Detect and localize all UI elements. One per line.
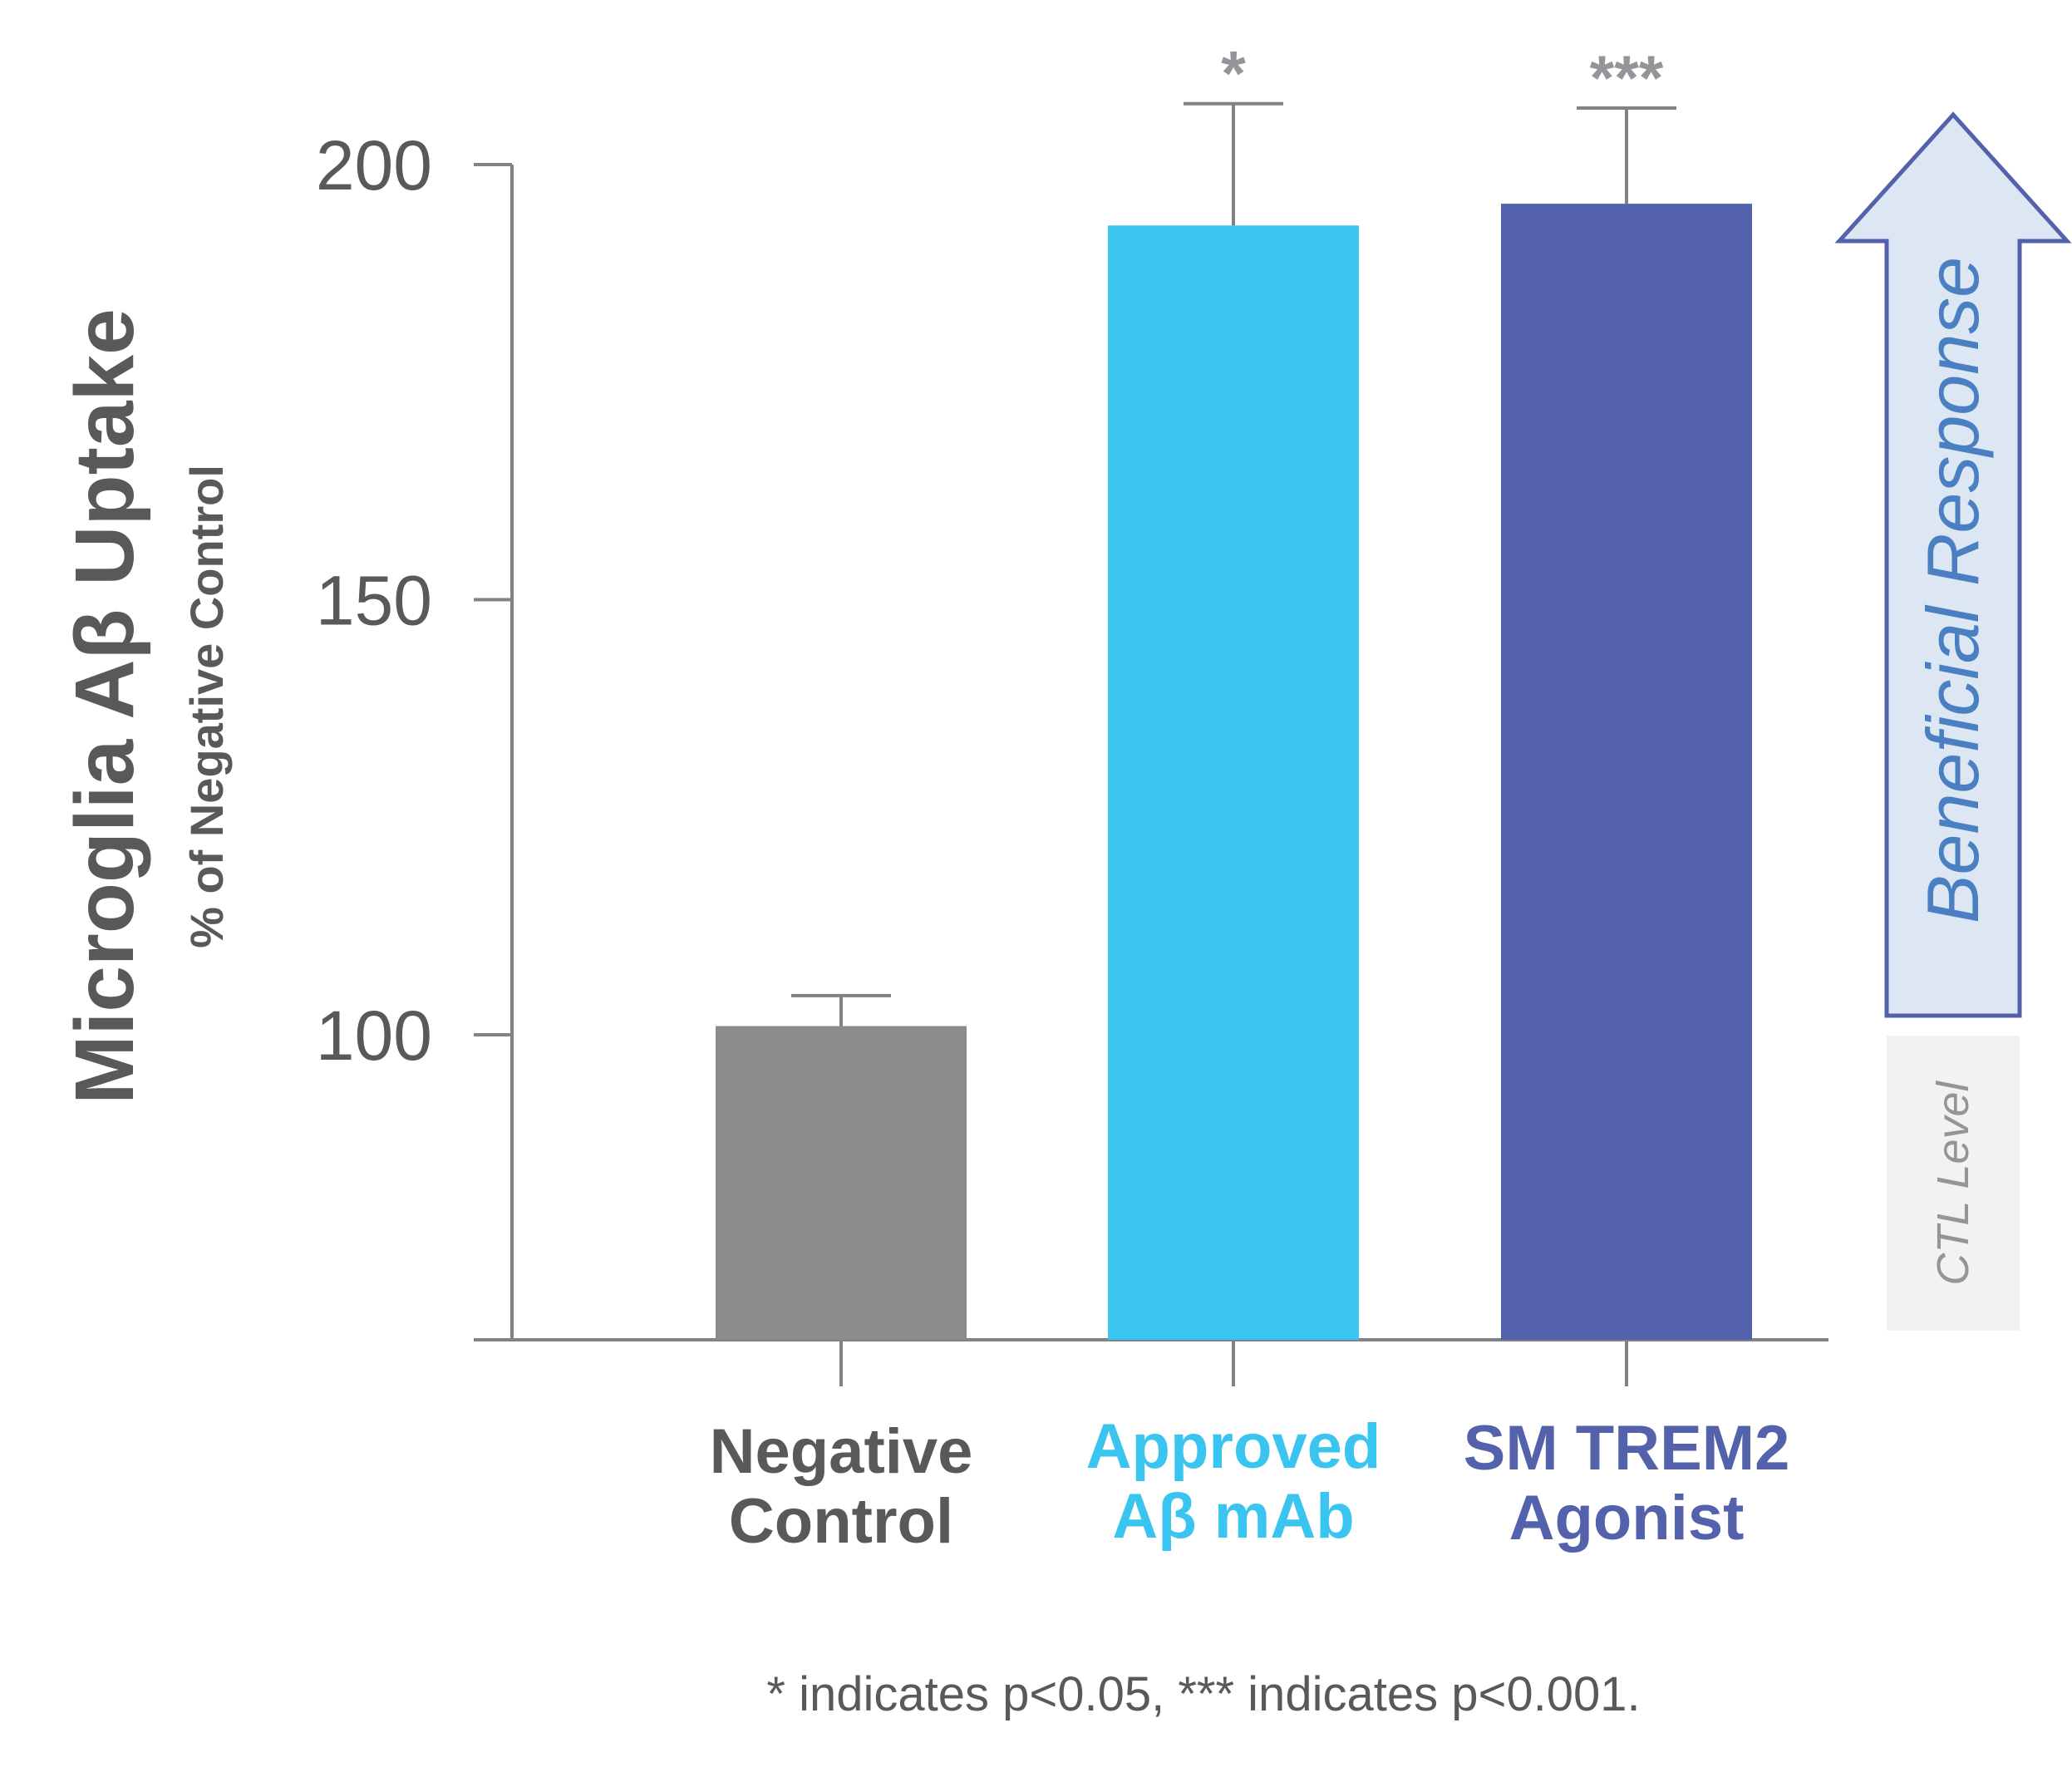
significance-label-2: * [1221,39,1246,110]
category-label-2: Approved Aβ mAb [1086,1411,1381,1552]
category-label-3: SM TREM2 Agonist [1464,1413,1790,1553]
significance-label-3: *** [1590,43,1664,114]
bar-3 [1501,204,1752,1341]
footnote: * indicates p<0.05, *** indicates p<0.00… [766,1667,1640,1721]
y-tick-label-200: 200 [316,126,432,204]
error-bars [791,101,1676,1026]
y-tick-label-150: 150 [316,562,432,640]
bar-1 [716,1026,967,1340]
ctl-level-label: CTL Level [1928,1080,1978,1285]
category-label-1: Negative Control [710,1416,973,1557]
y-axis-subtitle: % of Negative Control [180,465,233,948]
y-axis-title: Microglia Aβ Uptake [58,308,151,1105]
significance-labels: * *** [1221,39,1664,114]
bars [716,204,1752,1341]
beneficial-response-arrow [1834,111,2072,1018]
bar-2 [1108,225,1359,1340]
category-labels: Negative Control Approved Aβ mAb SM TREM2 Ago… [710,1411,1790,1557]
y-tick-label-100: 100 [316,997,432,1075]
beneficial-response-label: Beneficial Response [1912,257,1994,923]
ctl-level-box [1887,1036,2020,1331]
x-ticks [839,1340,1628,1386]
y-ticks: 100 150 200 [316,126,512,1075]
